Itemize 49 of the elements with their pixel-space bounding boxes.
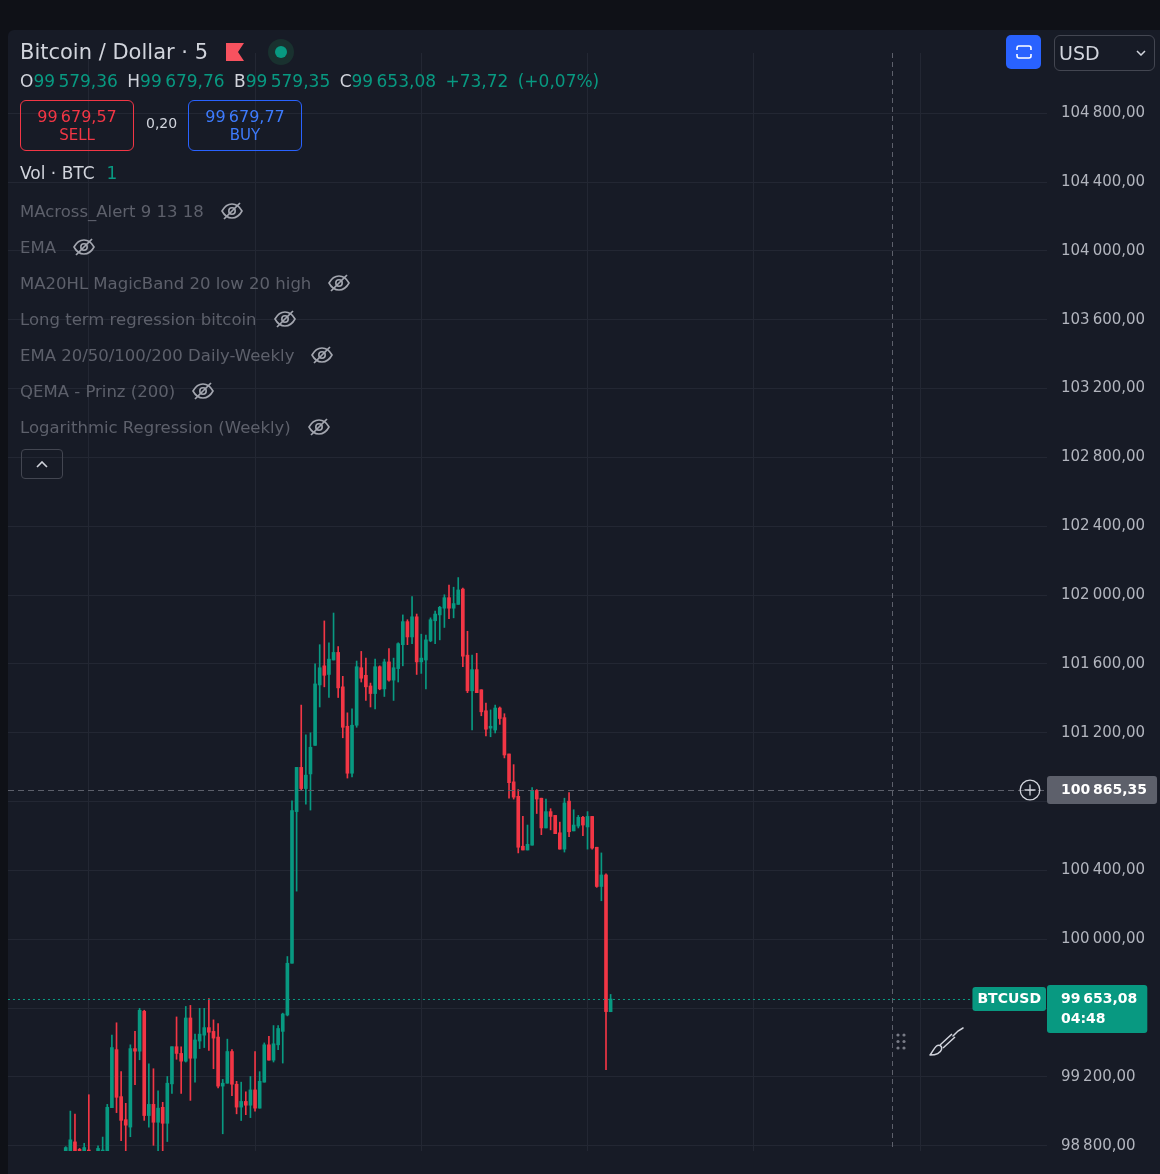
annotation: 99 679,57 [37,106,117,126]
candlestick [322,620,327,688]
candlestick [239,1081,244,1121]
y-tick-label: 104 800,00 [1061,103,1146,122]
annotation: BUY [229,125,261,145]
annotation: Vol · BTC [20,163,95,183]
y-tick-label: 99 200,00 [1061,1066,1136,1085]
annotation: QEMA - Prinz (200) [20,381,176,401]
y-tick-label: 103 600,00 [1061,309,1146,328]
ref-line-label: 100 865,35 [1061,780,1148,797]
y-tick-label: 100 000,00 [1061,929,1146,948]
y-tick-label: 102 400,00 [1061,516,1146,535]
y-tick-label: 104 400,00 [1061,171,1146,190]
candlestick [304,734,308,805]
candlestick [419,633,424,674]
sell-button: 99 679,57 SELL [20,100,134,151]
y-tick-label: 102 000,00 [1061,585,1146,604]
annotation: Logarithmic Regression (Weekly) [20,417,291,437]
candlestick [73,1113,77,1151]
candlestick [243,1091,248,1116]
annotation: 0,20 [146,115,178,131]
y-axis-title: USD [1059,42,1100,64]
annotation: EMA 20/50/100/200 Daily-Weekly [20,345,295,365]
currency-dropdown: USD [1054,35,1155,71]
y-tick-label: 98 800,00 [1061,1135,1136,1154]
annotation: 1 [106,163,118,183]
annotation: BTCUSD [977,989,1042,1006]
annotation: Long term regression bitcoin [20,309,257,329]
annotation: 99 679,77 [205,106,285,126]
chart-title: Bitcoin / Dollar · 5 [20,40,209,64]
annotation: EMA [20,237,56,257]
y-tick-label: 102 800,00 [1061,447,1146,466]
candlestick [207,998,211,1051]
text: O99 579,36 H99 679,76 B99 579,35 C99 653,08 +73,72 (+0,07%) [20,71,600,91]
candlestick [147,1063,151,1128]
y-tick-label: 100 400,00 [1061,860,1146,879]
candlestick [156,1090,160,1151]
candlestick [202,1008,207,1048]
annotation: SELL [59,125,95,145]
annotation: MA20HL MagicBand 20 low 20 high [20,273,312,293]
buy-button: 99 679,77 BUY [188,100,302,151]
y-tick-label: 103 200,00 [1061,378,1146,397]
y-tick-label: 101 200,00 [1061,722,1146,741]
candlestick [179,1046,183,1094]
candlestick [133,1031,137,1086]
ref-line-label: 99 653,08 04:48 [1061,989,1138,1026]
annotation: MAcross_Alert 9 13 18 [20,201,204,221]
y-tick-label: 101 600,00 [1061,653,1146,672]
y-tick-label: 104 000,00 [1061,240,1146,259]
